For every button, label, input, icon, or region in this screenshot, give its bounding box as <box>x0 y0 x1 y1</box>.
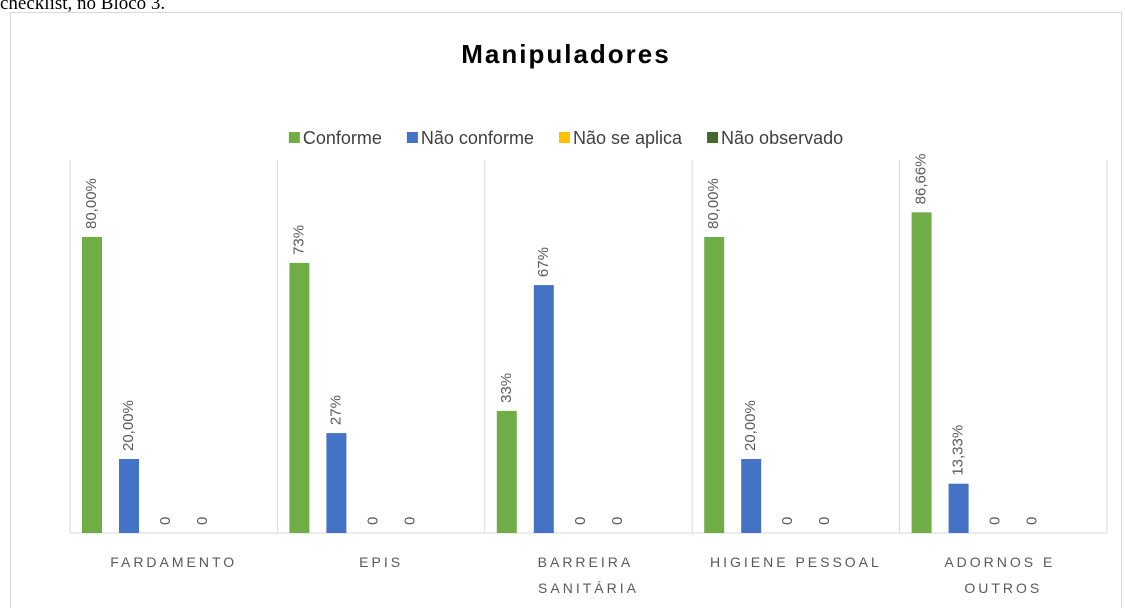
data-label: 33% <box>498 373 515 403</box>
data-label: 27% <box>327 395 344 425</box>
legend-swatch <box>288 132 300 143</box>
data-label: 0 <box>779 517 796 525</box>
data-label: 0 <box>572 517 589 525</box>
data-label: 0 <box>194 517 211 525</box>
x-tick-label: ADORNOS E OUTROS <box>944 554 1062 596</box>
data-label: 0 <box>609 517 626 525</box>
x-tick-label: HIGIENE PESSOAL <box>710 554 882 570</box>
legend-swatch <box>406 132 418 143</box>
bar <box>911 212 932 533</box>
x-tick-label: FARDAMENTO <box>110 554 237 570</box>
data-label: 73% <box>290 225 307 255</box>
bar <box>119 459 139 533</box>
data-label: 67% <box>535 247 552 277</box>
data-label: 0 <box>401 517 418 525</box>
legend-label: Não observado <box>721 128 843 148</box>
bar <box>741 459 762 533</box>
data-label: 0 <box>1024 517 1041 525</box>
legend-label: Não se aplica <box>573 128 683 148</box>
legend-label: Conforme <box>303 128 382 148</box>
data-label: 86,66% <box>913 153 930 204</box>
bar <box>704 237 725 533</box>
caption: checklist, no Bloco 3. <box>0 0 165 14</box>
bar <box>948 483 969 533</box>
bar <box>289 262 310 533</box>
data-label: 13,33% <box>950 425 967 476</box>
legend-swatch <box>558 132 570 143</box>
bar <box>82 237 102 533</box>
bar <box>533 285 554 533</box>
data-label: 20,00% <box>120 400 137 451</box>
data-label: 80,00% <box>705 178 722 229</box>
x-tick-label: EPIS <box>359 554 403 570</box>
legend-swatch <box>707 132 719 143</box>
bar <box>496 410 517 533</box>
data-label: 80,00% <box>83 178 100 229</box>
data-label: 0 <box>987 517 1004 525</box>
data-label: 0 <box>157 517 174 525</box>
legend-label: Não conforme <box>421 128 534 148</box>
data-label: 20,00% <box>742 400 759 451</box>
bar <box>326 433 347 533</box>
chart-title: Manipuladores <box>461 39 670 69</box>
chart-frame <box>10 12 1122 608</box>
x-tick-label: BARREIRA SANITÁRIA <box>538 554 640 596</box>
data-label: 0 <box>816 517 833 525</box>
data-label: 0 <box>364 517 381 525</box>
